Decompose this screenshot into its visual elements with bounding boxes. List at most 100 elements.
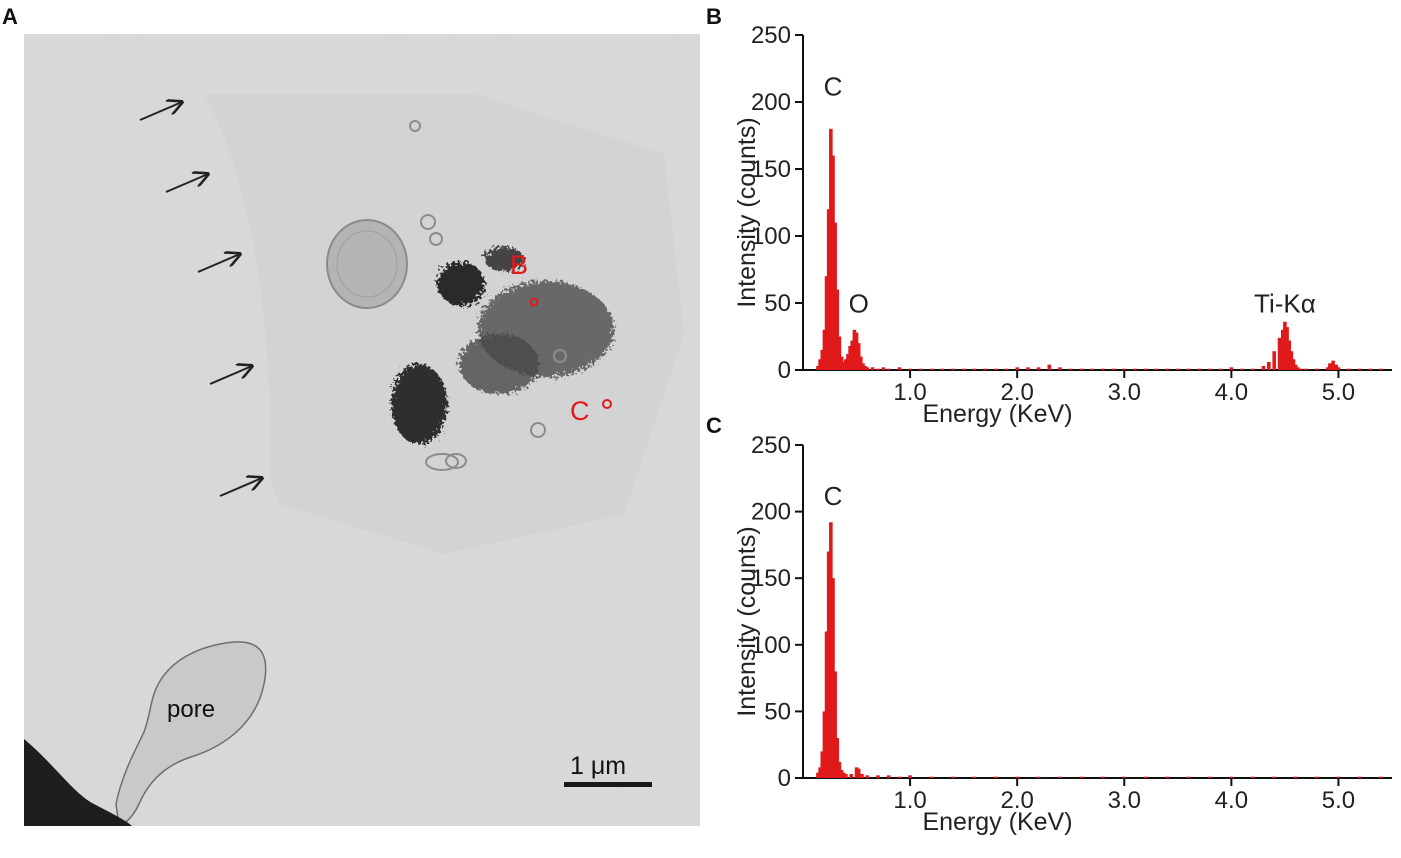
- y-tick-label: 200: [751, 89, 791, 116]
- spectrum-bar: [1186, 368, 1191, 370]
- spectrum-bar: [816, 365, 820, 370]
- spectrum-bar: [1229, 776, 1234, 778]
- panel-b-letter: B: [706, 4, 722, 29]
- spectrum-bar: [860, 774, 864, 778]
- spectrum-bar: [1058, 367, 1062, 370]
- spectrum-bar: [1272, 776, 1276, 778]
- y-tick-label: 200: [751, 499, 791, 526]
- arrow-icon: [209, 366, 252, 385]
- spectrum-bar: [822, 329, 827, 370]
- x-axis-label: Energy (KeV): [922, 808, 1072, 836]
- arrow-icon: [165, 174, 208, 193]
- x-tick-label: 4.0: [1215, 379, 1248, 406]
- spectrum-bar: [1250, 776, 1255, 778]
- spectrum-bar: [1176, 368, 1180, 370]
- point-c-marker: [602, 399, 612, 409]
- spectrum-bar: [822, 711, 827, 778]
- spectrum-bar: [841, 361, 846, 370]
- spectrum-bar: [1186, 776, 1191, 778]
- spectrum-bar: [1261, 365, 1266, 370]
- spectrum-bar: [824, 631, 829, 778]
- spectrum-bar: [881, 367, 886, 370]
- peak-label: O: [849, 288, 869, 318]
- y-tick-label: 50: [764, 290, 791, 317]
- spectrum-bar: [1047, 364, 1052, 370]
- spectrum-bar: [972, 368, 977, 370]
- spectrum-bar: [1336, 367, 1341, 370]
- spectrum-bar: [1293, 776, 1298, 778]
- y-tick-label: 100: [751, 632, 791, 659]
- spectrum-bar: [1154, 368, 1159, 370]
- spectrum-bar: [818, 359, 822, 370]
- spectrum-bar: [854, 332, 859, 370]
- spectrum-bar: [1267, 361, 1271, 370]
- spectrum-bar: [1277, 337, 1282, 370]
- arrow-icon: [219, 478, 262, 497]
- spectrum-bar: [861, 363, 865, 370]
- spectrum-bar: [1122, 776, 1127, 778]
- spectrum-bar: [820, 349, 825, 370]
- spectrum-bar: [1068, 368, 1073, 370]
- spectrum-bar: [1289, 351, 1294, 370]
- vesicles: [409, 120, 567, 471]
- y-tick-label: 250: [751, 432, 791, 459]
- panel-c-letter: C: [706, 413, 722, 438]
- spectrum-bar: [886, 368, 891, 370]
- x-tick-label: 5.0: [1322, 787, 1355, 814]
- y-tick-label: 150: [751, 156, 791, 183]
- spectrum-bar: [1015, 776, 1019, 778]
- particle-aggregates: [391, 247, 614, 444]
- spectrum-bar: [831, 155, 835, 370]
- spectrum-bar: [818, 767, 822, 778]
- spectrum-bar: [1208, 776, 1212, 778]
- spectrum-bar: [852, 329, 857, 370]
- spectrum-bar: [1208, 368, 1212, 370]
- spectrum-bar: [1250, 368, 1255, 370]
- spectrum-bar: [1315, 776, 1319, 778]
- scale-bar-label: 1 μm: [570, 752, 626, 780]
- spectrum-bar: [908, 368, 912, 370]
- spectrum-bar: [1287, 340, 1291, 370]
- spectrum-bar: [1293, 364, 1298, 370]
- spectrum-bar: [1165, 776, 1169, 778]
- spectrum-bar: [1229, 367, 1234, 370]
- spectrum-bar: [1079, 776, 1084, 778]
- point-b-label: B: [510, 250, 528, 280]
- spectrum-bar: [1358, 368, 1362, 370]
- y-tick-label: 150: [751, 565, 791, 592]
- spectrum-bar: [1285, 327, 1289, 370]
- spectrum-bar: [876, 368, 880, 370]
- spectrum-bar: [1334, 364, 1339, 370]
- spectrum-bar: [1272, 351, 1276, 370]
- spectrum-bar: [1143, 368, 1148, 370]
- arrow-icon: [197, 254, 240, 273]
- spectrum-bar: [940, 368, 945, 370]
- scale-bar: [564, 782, 652, 787]
- spectrum-bar: [876, 775, 880, 778]
- x-tick-label: 1.0: [893, 787, 926, 814]
- point-b-marker: [529, 297, 539, 307]
- spectrum-bar: [1101, 776, 1105, 778]
- y-tick-label: 50: [764, 698, 791, 725]
- spectrum-bar: [1336, 776, 1341, 778]
- y-tick-label: 0: [778, 357, 791, 384]
- spectrum-bar: [1315, 368, 1319, 370]
- spectrum-bar: [1379, 776, 1384, 778]
- y-axis-label: Intensity (counts): [733, 526, 761, 716]
- spectrum-bar: [835, 289, 840, 370]
- arrow-icon: [139, 102, 182, 121]
- spectrum-chart-b: 0 50 100 150 200 250 1.0 2.0 3.0 4.0 5.0 Energy (Ke…: [733, 22, 1392, 428]
- spectrum-bar: [919, 368, 923, 370]
- spectrum-bar: [1026, 367, 1030, 370]
- pore-label: pore: [167, 696, 215, 723]
- spectrum-bar: [1036, 776, 1041, 778]
- spectrum-bar: [829, 522, 833, 778]
- spectrum-bar: [856, 343, 861, 370]
- spectrum-bar: [929, 776, 934, 778]
- pore: [115, 641, 267, 826]
- spectrum-bar: [837, 336, 842, 370]
- spectrum-bar: [841, 772, 846, 778]
- spectrum-bar: [1280, 329, 1285, 370]
- spectrum-bar: [1165, 368, 1169, 370]
- spectrum-bar: [1122, 368, 1127, 370]
